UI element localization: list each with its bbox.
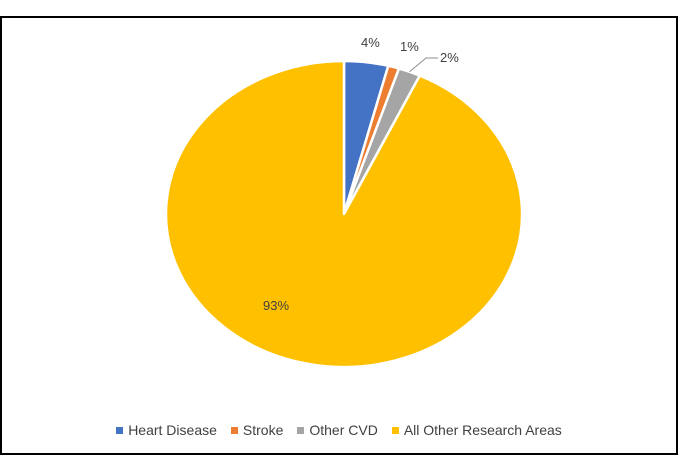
legend-label-stroke: Stroke xyxy=(242,422,284,438)
legend-swatch-heart-disease xyxy=(116,426,124,434)
pie-slices xyxy=(164,59,524,369)
legend-label-other-cvd: Other CVD xyxy=(309,422,378,438)
leader-lines xyxy=(409,57,438,73)
legend-item-all-other: All Other Research Areas xyxy=(391,422,562,438)
legend-swatch-other-cvd xyxy=(297,426,305,434)
data-label-stroke: 1% xyxy=(400,39,419,54)
data-labels: 4% 1% 2% 93% xyxy=(263,35,459,313)
legend-item-stroke: Stroke xyxy=(230,422,284,438)
legend: Heart Disease Stroke Other CVD All Other… xyxy=(0,422,678,438)
legend-label-heart-disease: Heart Disease xyxy=(128,422,217,438)
data-label-all-other: 93% xyxy=(263,298,289,313)
slice-all-other xyxy=(164,59,524,369)
legend-swatch-stroke xyxy=(230,426,238,434)
legend-swatch-all-other xyxy=(391,426,399,434)
data-label-heart-disease: 4% xyxy=(361,35,380,50)
leader-line-other-cvd xyxy=(409,57,438,73)
legend-item-heart-disease: Heart Disease xyxy=(116,422,217,438)
chart-border xyxy=(0,16,678,455)
data-label-other-cvd: 2% xyxy=(440,50,459,65)
legend-item-other-cvd: Other CVD xyxy=(297,422,378,438)
legend-label-all-other: All Other Research Areas xyxy=(403,422,562,438)
